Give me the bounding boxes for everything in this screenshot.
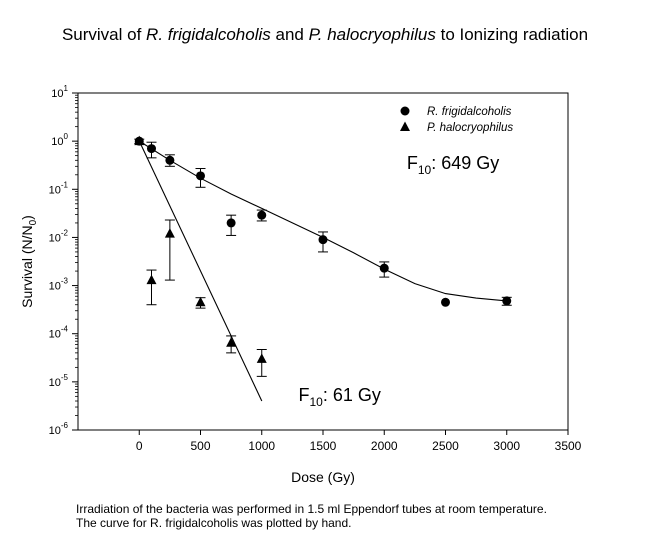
- y-axis-label: Survival (N/N0): [19, 215, 39, 308]
- p-halocryophilus-fit-curve: [138, 140, 263, 402]
- title-part-2: R. frigidalcoholis: [146, 25, 271, 44]
- y-tick-label: 10-5: [49, 373, 69, 389]
- y-tick-label: 101: [51, 84, 68, 100]
- r-frigidalcoholis-point: [226, 218, 236, 228]
- y-tick-base: 10: [49, 377, 61, 389]
- x-tick-label: 2000: [371, 439, 398, 453]
- r-frigidalcoholis-point: [379, 263, 389, 273]
- y-tick-label: 10-3: [49, 277, 69, 293]
- y-axis-label-main: Survival (N/N: [19, 225, 35, 307]
- y-tick-label: 100: [51, 132, 68, 148]
- y-tick-exponent: -3: [61, 277, 69, 286]
- x-tick-label: 500: [190, 439, 210, 453]
- y-tick-base: 10: [51, 136, 63, 148]
- y-tick-base: 10: [49, 425, 61, 437]
- r-frigidalcoholis-point: [441, 297, 450, 307]
- p-halocryophilus-point: [164, 228, 175, 238]
- r-frigidalcoholis-point: [147, 144, 156, 154]
- r-frigidalcoholis-point: [165, 155, 175, 165]
- r-frigidalcoholis-point: [257, 210, 267, 220]
- p-halocryophilus-f10-annotation: F10: 61 Gy: [299, 385, 381, 409]
- y-axis-label-subscript: 0: [28, 219, 39, 225]
- r-frigidalcoholis-f10-annotation: F10: 649 Gy: [407, 153, 499, 177]
- x-tick-label: 3000: [493, 439, 520, 453]
- y-tick-base: 10: [49, 232, 61, 244]
- caption-line-1: Irradiation of the bacteria was performe…: [76, 502, 547, 516]
- x-tick-label: 1000: [248, 439, 275, 453]
- y-tick-exponent: -6: [61, 421, 69, 430]
- annotation-value: : 61 Gy: [323, 385, 381, 405]
- title-part-5: to Ionizing radiation: [435, 25, 589, 44]
- title-part-3: and: [270, 25, 309, 44]
- y-tick-exponent: -4: [61, 325, 69, 334]
- p-halocryophilus-point: [226, 337, 237, 347]
- chart-title: Survival of R. frigidalcoholis and P. ha…: [0, 25, 650, 45]
- annotation-base: F: [299, 385, 310, 405]
- annotation-value: : 649 Gy: [431, 153, 499, 173]
- y-tick-exponent: -5: [61, 373, 69, 382]
- y-tick-label: 10-1: [49, 180, 69, 196]
- r-frigidalcoholis-point: [318, 235, 328, 245]
- y-tick-label: 10-2: [49, 228, 69, 244]
- y-tick-label: 10-4: [49, 325, 69, 341]
- y-tick-base: 10: [49, 281, 61, 293]
- y-tick-exponent: -1: [61, 180, 69, 189]
- r-frigidalcoholis-point: [196, 171, 205, 181]
- x-tick-label: 1500: [310, 439, 337, 453]
- annotation-subscript: 10: [310, 395, 324, 409]
- title-part-1: Survival of: [61, 25, 147, 44]
- x-tick-label: 3500: [555, 439, 582, 453]
- y-tick-label: 10-6: [49, 421, 69, 437]
- p-halocryophilus-point: [256, 353, 267, 363]
- y-tick-exponent: 1: [64, 84, 69, 93]
- y-tick-exponent: 0: [64, 132, 69, 141]
- x-axis-label: Dose (Gy): [291, 469, 355, 485]
- p-halocryophilus-point: [146, 274, 157, 285]
- y-tick-exponent: -2: [61, 228, 69, 237]
- figure-caption: Irradiation of the bacteria was performe…: [76, 502, 547, 530]
- x-tick-label: 2500: [432, 439, 459, 453]
- annotation-subscript: 10: [418, 163, 432, 177]
- y-tick-base: 10: [49, 184, 61, 196]
- x-tick-label: 0: [136, 439, 143, 453]
- p-halocryophilus-point: [195, 296, 206, 307]
- p-halocryophilus-legend-marker: [400, 121, 410, 131]
- caption-line-2: The curve for R. frigidalcoholis was plo…: [76, 516, 352, 530]
- annotation-base: F: [407, 153, 418, 173]
- title-part-4: P. halocryophilus: [308, 25, 436, 44]
- p-halocryophilus-point: [134, 135, 145, 146]
- y-tick-base: 10: [49, 329, 61, 341]
- r-frigidalcoholis-legend-label: R. frigidalcoholis: [427, 106, 512, 118]
- r-frigidalcoholis-point: [502, 296, 512, 306]
- p-halocryophilus-legend-label: P. halocryophilus: [427, 122, 513, 134]
- y-axis-label-end: ): [19, 215, 35, 220]
- r-frigidalcoholis-legend-marker: [400, 106, 410, 116]
- y-tick-base: 10: [51, 88, 63, 100]
